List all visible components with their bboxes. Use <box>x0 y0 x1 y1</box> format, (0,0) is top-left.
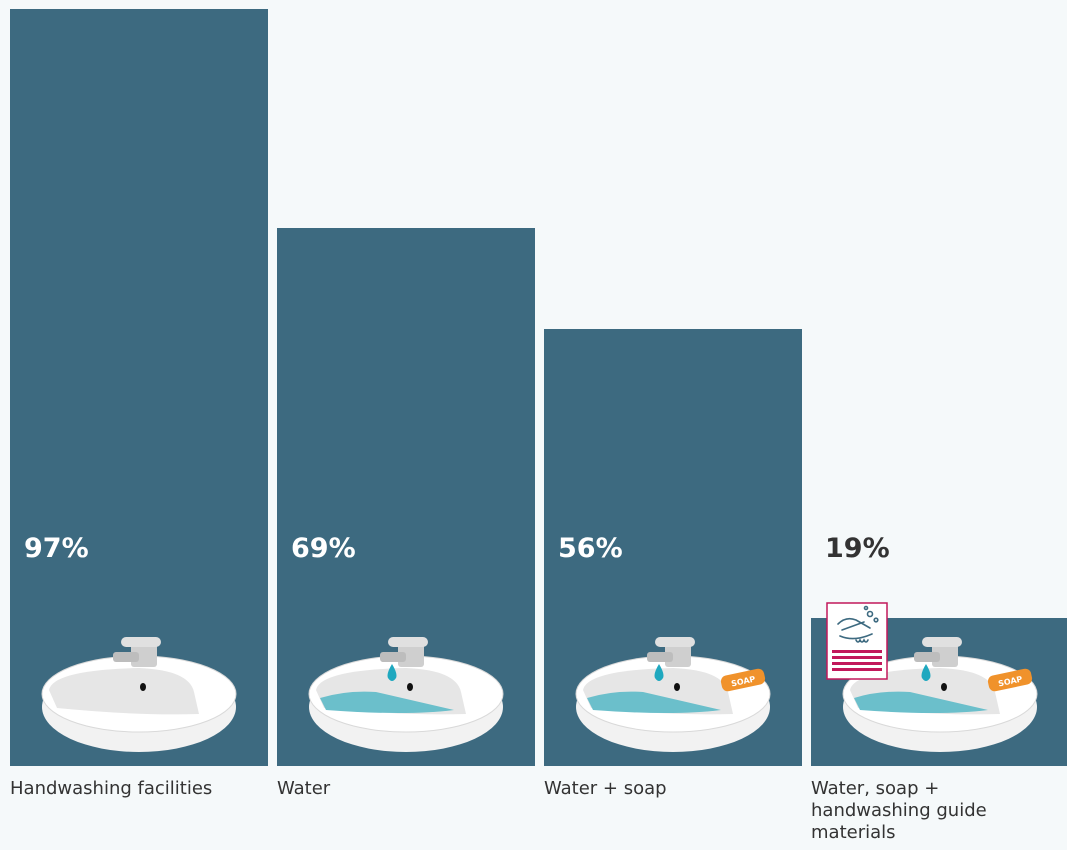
faucet-spout <box>113 652 139 662</box>
sink-icon: SOAP <box>573 632 773 752</box>
sink-svg <box>308 637 504 752</box>
category-label: Water, soap + handwashing guide material… <box>811 778 987 843</box>
water-drop-icon <box>921 664 931 681</box>
water-surface <box>587 691 721 713</box>
value-label: 69% <box>291 533 356 564</box>
category-label: Water <box>277 778 331 799</box>
soap-icon: SOAP <box>720 668 766 692</box>
faucet-spout <box>380 652 406 662</box>
faucet-handle <box>388 637 428 647</box>
faucet-handle <box>655 637 695 647</box>
drain <box>674 683 680 691</box>
faucet-spout <box>914 652 940 662</box>
sink-svg <box>41 637 237 752</box>
sink-bowl <box>49 668 199 715</box>
handwashing-poster <box>826 602 888 680</box>
category-label: Handwashing facilities <box>10 778 213 799</box>
water-drop-icon <box>654 664 664 681</box>
water-drop-icon <box>387 664 397 681</box>
value-label: 56% <box>558 533 623 564</box>
category-label: Water + soap <box>544 778 667 799</box>
drain <box>941 683 947 691</box>
sink-svg: SOAP <box>575 637 771 752</box>
faucet-handle <box>121 637 161 647</box>
sink-icon <box>306 632 506 752</box>
soap-icon: SOAP <box>987 668 1033 692</box>
water-surface <box>320 691 454 713</box>
drain <box>140 683 146 691</box>
drain <box>407 683 413 691</box>
sink-icon <box>39 632 239 752</box>
faucet-spout <box>647 652 673 662</box>
value-label: 19% <box>825 533 890 564</box>
value-label: 97% <box>24 533 89 564</box>
handwashing-poster-icon <box>826 602 888 680</box>
water-surface <box>854 691 988 713</box>
faucet-handle <box>922 637 962 647</box>
